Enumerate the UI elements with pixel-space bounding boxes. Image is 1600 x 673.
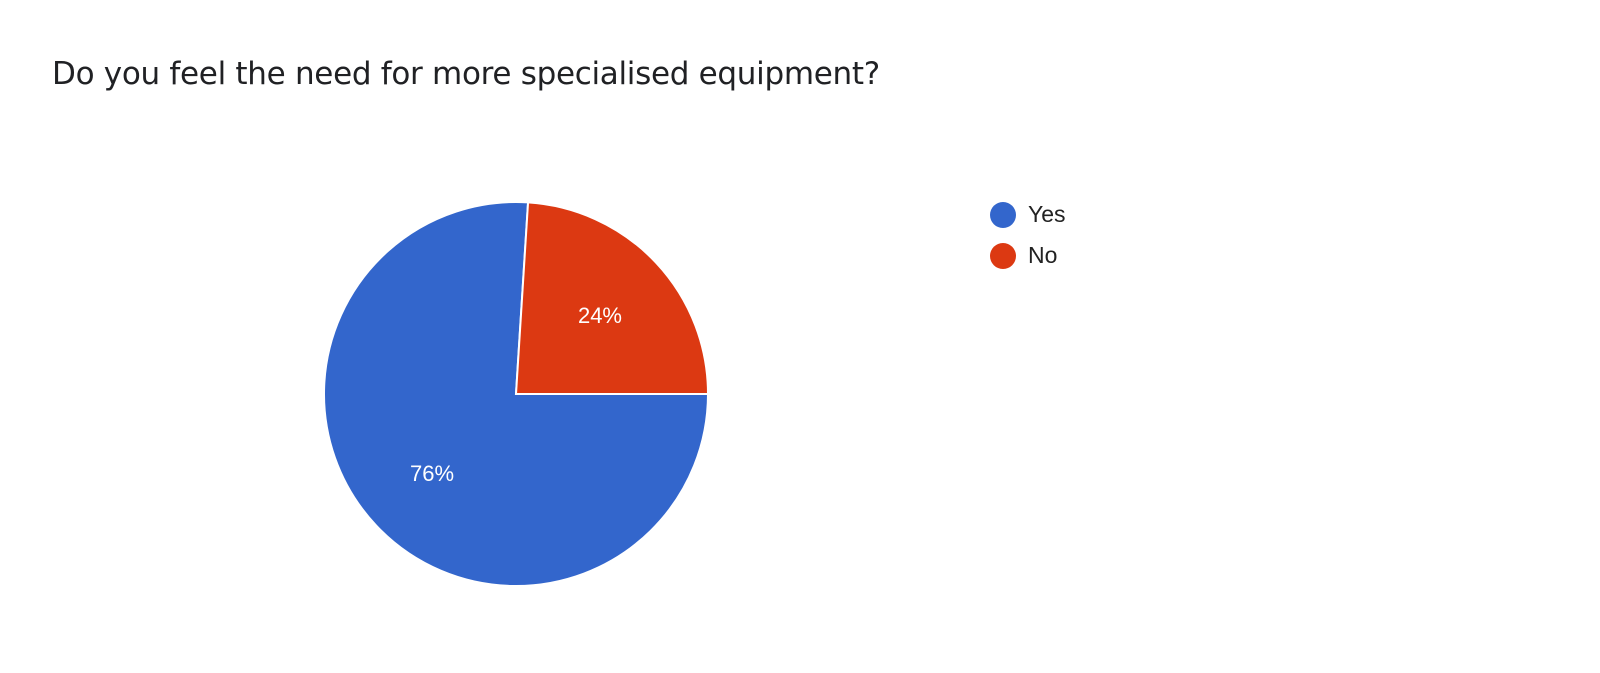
legend-swatch-yes (990, 201, 1016, 228)
data-label-yes: 76% (410, 461, 454, 486)
legend-item-yes[interactable]: Yes (990, 201, 1066, 228)
data-label-no: 24% (578, 303, 622, 328)
pie-slice-yes[interactable] (323, 201, 710, 587)
chart-title: Do you feel the need for more specialise… (52, 56, 880, 92)
legend-item-no[interactable]: No (990, 242, 1057, 269)
legend-label-no: No (1028, 242, 1058, 268)
legend-swatch-no (990, 242, 1016, 269)
legend-label-yes: Yes (1028, 201, 1066, 227)
pie-slice-no[interactable] (514, 201, 710, 395)
